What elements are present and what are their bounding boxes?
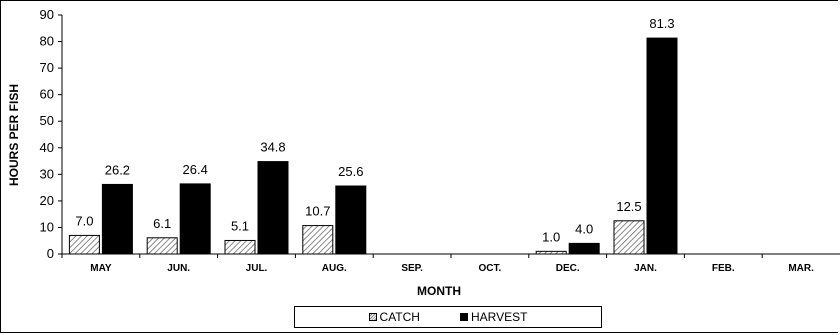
data-label-harvest: 81.3 — [649, 16, 674, 31]
y-tick-label: 10 — [40, 219, 54, 234]
bar-harvest — [335, 185, 367, 255]
bar-harvest — [179, 183, 211, 255]
data-label-catch: 7.0 — [75, 213, 93, 228]
x-tick-label: JUL. — [246, 263, 268, 274]
legend: CATCH HARVEST — [294, 306, 602, 328]
x-tick-label: JAN. — [634, 263, 657, 274]
x-tick-label: OCT. — [479, 263, 502, 274]
data-label-catch: 1.0 — [542, 229, 560, 244]
legend-item-catch: CATCH — [368, 310, 420, 324]
y-tick-label: 20 — [40, 193, 54, 208]
legend-label-catch: CATCH — [379, 310, 420, 324]
data-labels: 7.0 26.2 6.1 26.4 5.1 34.8 10.7 25.6 1.0 4.0 12.5 8… — [75, 16, 674, 244]
data-label-harvest: 25.6 — [338, 164, 363, 179]
x-tick-label: AUG. — [322, 263, 347, 274]
bar-catch — [613, 220, 645, 255]
y-tick-label: 60 — [40, 87, 54, 102]
bar-catch — [146, 237, 178, 255]
bars — [68, 37, 678, 255]
x-tick-label: DEC. — [556, 263, 580, 274]
y-tick-label: 80 — [40, 34, 54, 49]
y-tick-label: 40 — [40, 140, 54, 155]
data-label-catch: 6.1 — [153, 216, 171, 231]
y-tick-label: 90 — [40, 7, 54, 22]
y-tick-label: 70 — [40, 60, 54, 75]
data-label-catch: 12.5 — [616, 199, 641, 214]
bar-harvest — [257, 161, 289, 255]
legend-label-harvest: HARVEST — [470, 310, 528, 324]
bar-harvest — [568, 242, 600, 255]
y-tick-label: 50 — [40, 113, 54, 128]
axes: 0 10 20 30 40 50 60 70 80 90 MAY JUN. JUL. AUG. SEP. OC… — [40, 7, 840, 274]
data-label-catch: 5.1 — [231, 218, 249, 233]
bar-harvest — [101, 183, 133, 255]
legend-item-harvest: HARVEST — [459, 310, 528, 324]
data-label-harvest: 4.0 — [575, 221, 593, 236]
x-tick-label: MAR. — [788, 263, 814, 274]
y-tick-label: 30 — [40, 166, 54, 181]
legend-swatch-harvest — [459, 313, 468, 321]
data-label-harvest: 26.2 — [105, 162, 130, 177]
x-tick-label: SEP. — [401, 263, 423, 274]
bar-catch — [535, 250, 567, 255]
data-label-harvest: 26.4 — [183, 162, 208, 177]
y-tick-label: 0 — [47, 246, 54, 261]
bar-catch — [68, 234, 100, 255]
bar-harvest — [646, 37, 678, 255]
bar-catch — [224, 239, 256, 255]
legend-swatch-catch — [368, 313, 377, 321]
data-label-harvest: 34.8 — [260, 140, 285, 155]
x-tick-label: JUN. — [167, 263, 190, 274]
data-label-catch: 10.7 — [305, 204, 330, 219]
x-axis-title: MONTH — [417, 284, 461, 298]
x-tick-label: FEB. — [712, 263, 735, 274]
y-axis-title: HOURS PER FISH — [7, 84, 21, 186]
x-tick-label: MAY — [90, 263, 112, 274]
bar-catch — [302, 225, 334, 255]
